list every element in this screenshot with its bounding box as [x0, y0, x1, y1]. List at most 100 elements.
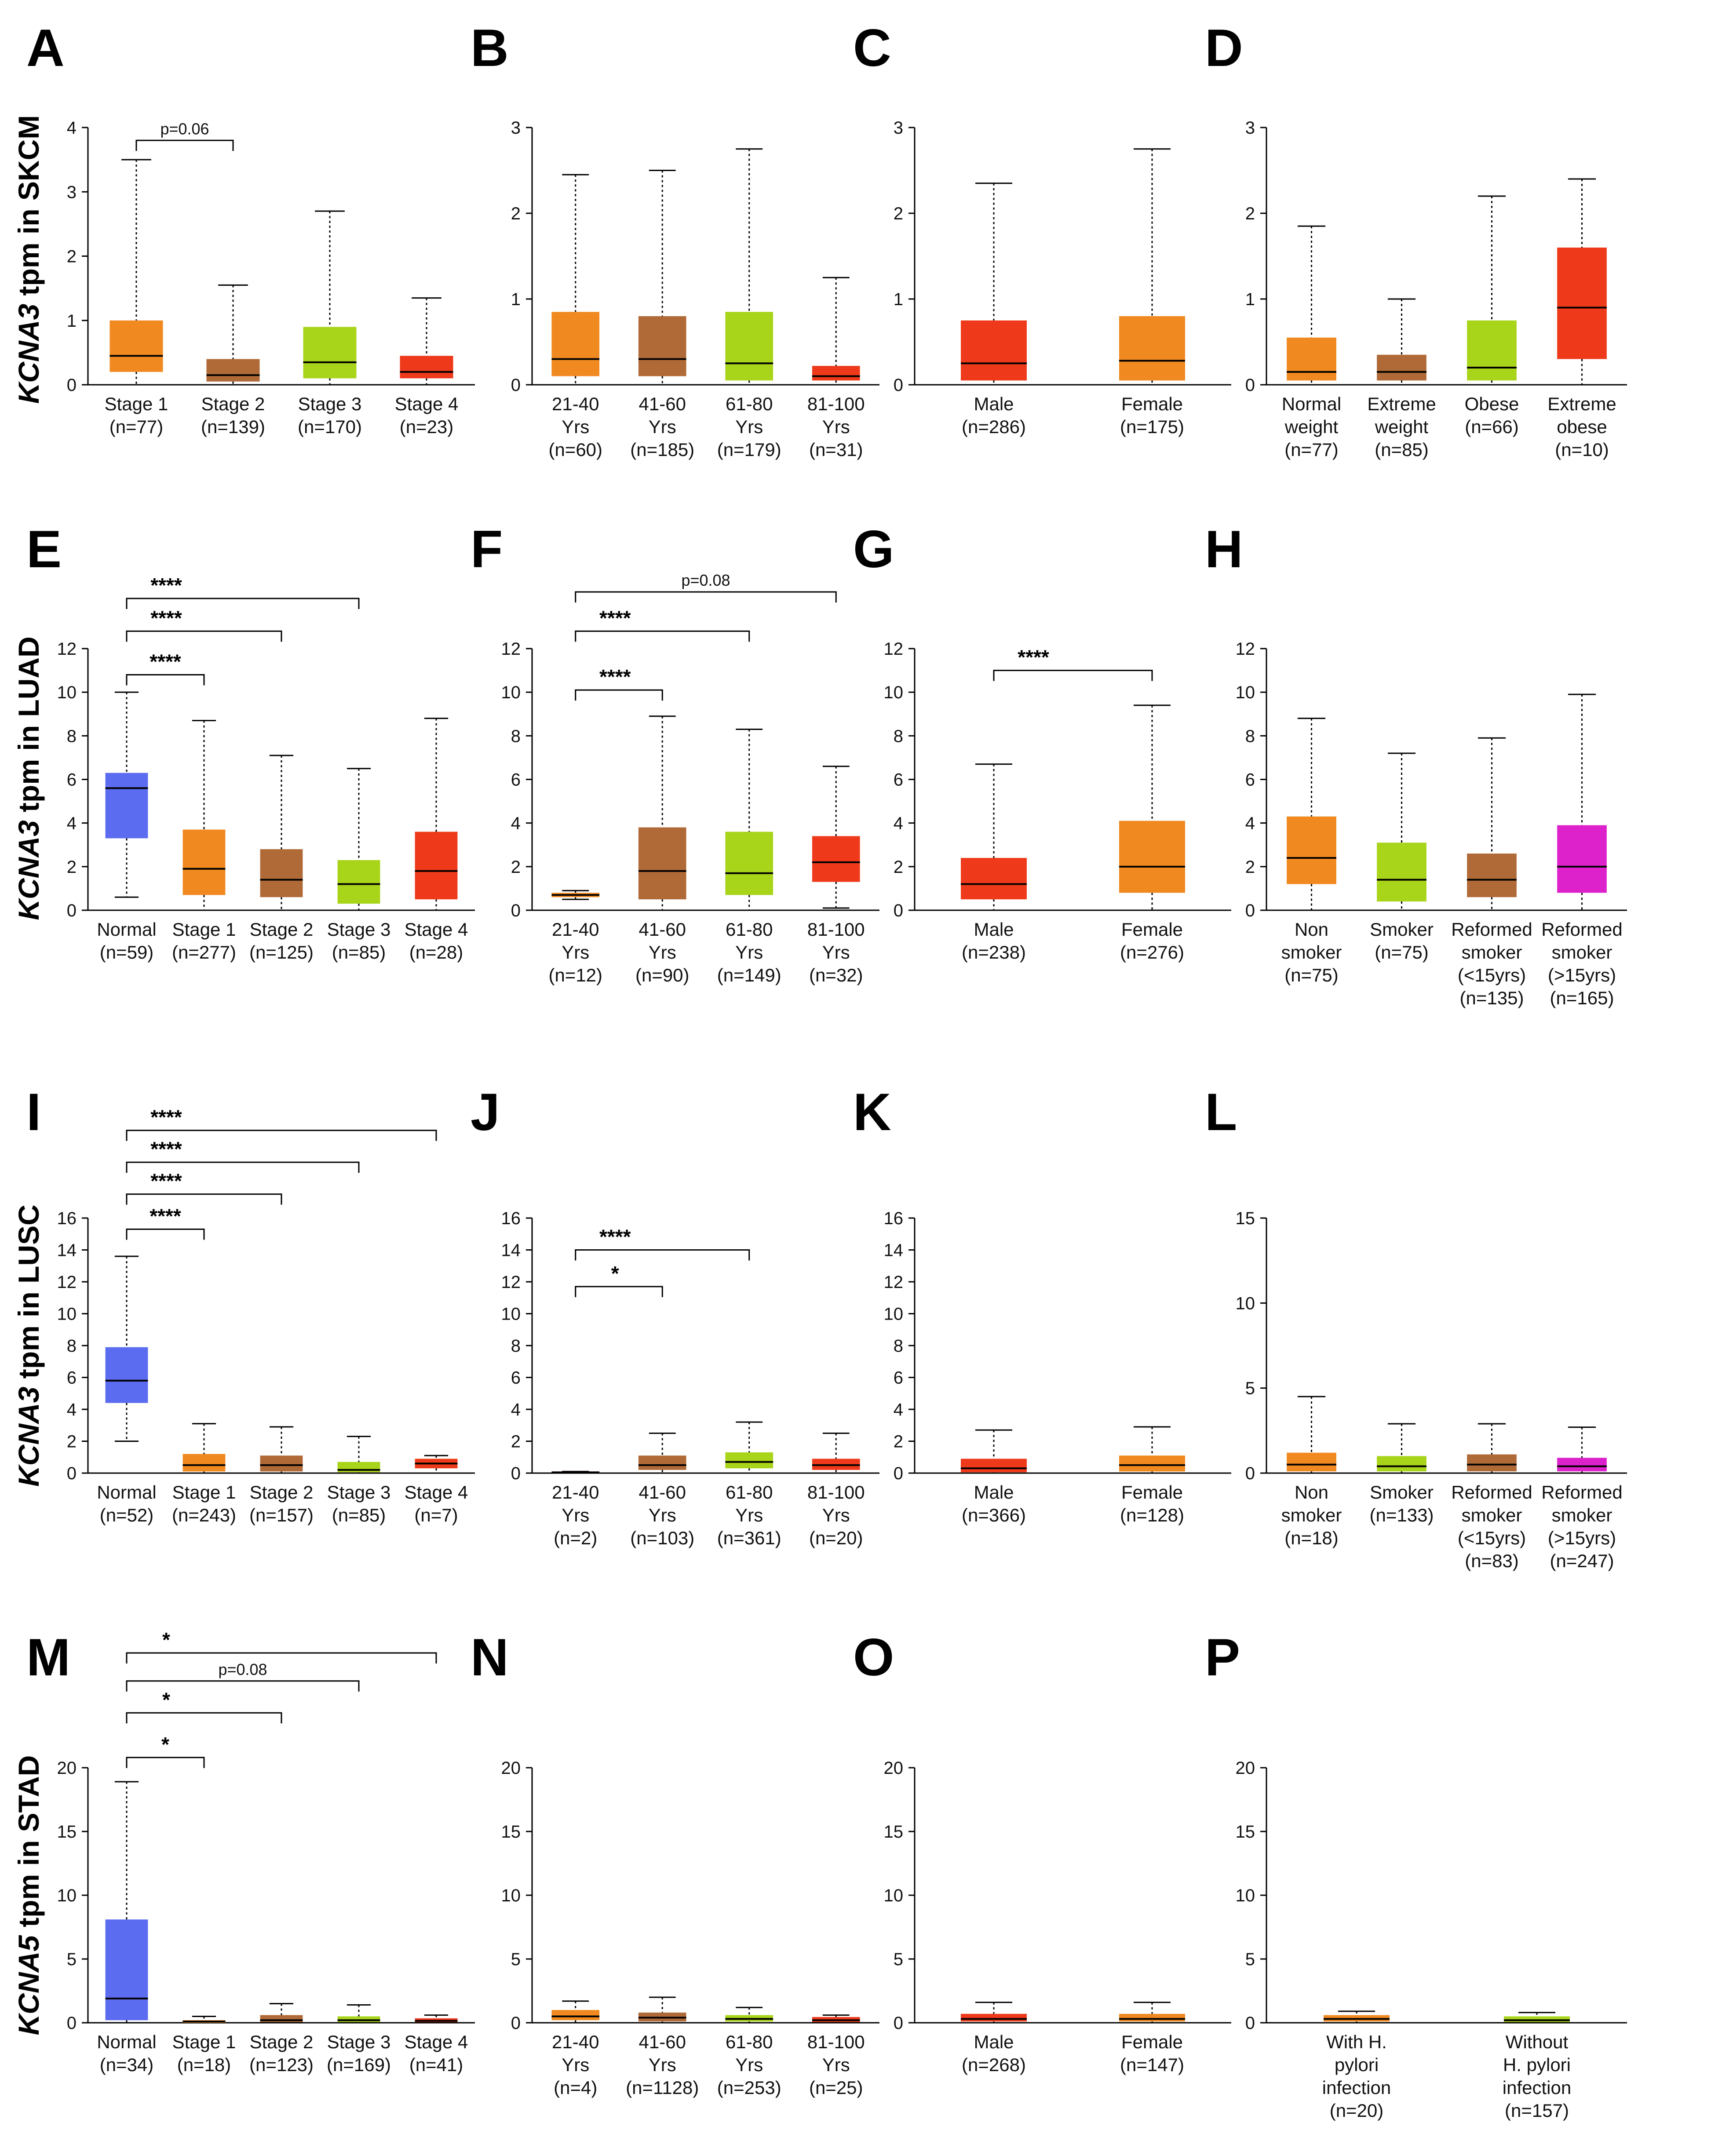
category-label: (n=133): [1370, 1505, 1434, 1525]
y-tick-label: 4: [894, 814, 903, 833]
y-tick-label: 12: [501, 1273, 521, 1292]
y-tick-label: 2: [511, 1432, 521, 1452]
panel-D: D0123Normalweight(n=77)Extremeweight(n=8…: [1205, 18, 1627, 460]
significance-label: ****: [150, 1170, 182, 1193]
y-tick-label: 5: [1245, 1950, 1255, 1969]
category-label: (n=18): [1284, 1528, 1339, 1548]
y-tick-label: 16: [57, 1209, 77, 1228]
category-label: Female: [1121, 394, 1183, 414]
y-tick-label: 14: [884, 1241, 904, 1260]
box: [1287, 1452, 1336, 1472]
y-tick-label: 15: [501, 1822, 521, 1842]
category-label: Obese: [1465, 394, 1519, 414]
box: [725, 312, 773, 381]
y-tick-label: 20: [884, 1758, 904, 1778]
category-label: Stage 1: [172, 919, 236, 940]
category-label: (n=366): [962, 1505, 1026, 1525]
box: [1119, 316, 1185, 381]
category-label: (n=90): [635, 965, 690, 985]
significance-label: ****: [150, 1106, 182, 1129]
y-tick-label: 5: [67, 1950, 77, 1969]
panel-E: E 0 2 4 6 8 10 12 Normal(n=59) Stage 1(n=277) Stag…: [26, 520, 475, 963]
y-tick-label: 0: [894, 2014, 903, 2033]
category-label: 21-40: [552, 919, 599, 940]
category-label: Male: [974, 2032, 1014, 2052]
panel-letter: H: [1205, 520, 1243, 579]
panel-C: C 0 1 2 3 Male(n=286) Female(n=175): [853, 18, 1231, 437]
box: [1287, 337, 1336, 381]
box: [206, 359, 260, 382]
box: [337, 2016, 380, 2022]
y-tick-label: 1: [511, 290, 521, 309]
category-label: Yrs: [822, 416, 850, 437]
category-label: Stage 1: [172, 2032, 236, 2052]
y-tick-label: 0: [511, 901, 521, 920]
category-label: Reformed: [1541, 919, 1622, 940]
category-label: 61-80: [726, 1482, 773, 1503]
category-label: (n=2): [554, 1528, 597, 1548]
category-label: (n=28): [409, 942, 463, 963]
category-label: Normal: [97, 1482, 156, 1503]
panel-O: O 0 5 10 15 20 Male(n=268) Female(n=147): [853, 1628, 1231, 2075]
panel-letter: P: [1205, 1628, 1240, 1687]
y-tick-label: 20: [501, 1758, 521, 1778]
category-label: (n=4): [554, 2077, 597, 2098]
y-tick-label: 3: [511, 118, 521, 138]
category-label: Stage 1: [105, 394, 168, 414]
y-tick-label: 3: [894, 118, 903, 138]
y-tick-label: 4: [894, 1400, 903, 1419]
y-tick-label: 16: [884, 1209, 904, 1228]
category-label: weight: [1284, 416, 1339, 437]
panel-letter: O: [853, 1628, 894, 1687]
y-tick-label: 10: [57, 683, 77, 702]
category-label: (n=238): [962, 942, 1026, 963]
category-label: (n=128): [1120, 1505, 1184, 1525]
category-label: (n=77): [1284, 439, 1339, 460]
y-tick-label: 10: [501, 683, 521, 702]
y-tick-label: 15: [1236, 1209, 1255, 1228]
category-label: 41-60: [639, 919, 686, 940]
category-label: Yrs: [735, 1505, 763, 1525]
significance-bracket: [126, 1712, 282, 1724]
box: [303, 327, 357, 379]
category-label: (<15yrs): [1458, 1528, 1526, 1548]
panel-letter: K: [853, 1083, 891, 1142]
box: [961, 858, 1027, 900]
y-tick-label: 2: [67, 247, 77, 266]
y-tick-label: 12: [1236, 639, 1255, 659]
category-label: (n=277): [172, 942, 236, 963]
y-tick-label: 2: [894, 857, 903, 877]
box: [1467, 854, 1517, 897]
y-tick-label: 0: [894, 1464, 903, 1483]
row-label: KCNA3 tpm in LUSC: [12, 1204, 45, 1487]
category-label: (n=59): [100, 942, 154, 963]
category-label: (n=253): [717, 2077, 781, 2098]
category-label: (n=147): [1120, 2054, 1184, 2075]
category-label: (n=247): [1550, 1550, 1614, 1571]
panel-letter: E: [26, 520, 62, 579]
category-label: Stage 2: [250, 1482, 314, 1503]
y-tick-label: 10: [57, 1886, 77, 1905]
category-label: Stage 4: [405, 1482, 468, 1503]
category-label: 61-80: [726, 2032, 773, 2052]
y-tick-label: 12: [57, 1273, 77, 1292]
category-label: (n=149): [717, 965, 781, 985]
y-tick-label: 2: [511, 204, 521, 223]
category-label: 81-100: [807, 1482, 865, 1503]
category-label: (n=135): [1460, 988, 1524, 1008]
panel-letter: D: [1205, 18, 1243, 77]
row-label-rest: tpm in STAD: [12, 1755, 45, 1935]
box: [109, 320, 163, 372]
y-tick-label: 15: [1236, 1822, 1255, 1842]
panel-G: G 0 2 4 6 8 10 12 Male(n=238) Female(n=276) ****: [853, 520, 1231, 963]
box: [1467, 320, 1517, 381]
category-label: (n=12): [548, 965, 602, 985]
category-label: smoker: [1552, 942, 1612, 963]
row-label: KCNA3 tpm in SKCM: [12, 115, 45, 404]
box: [1287, 816, 1336, 884]
y-tick-label: 3: [67, 182, 77, 202]
category-label: Female: [1121, 919, 1183, 940]
box: [1557, 825, 1607, 893]
panel-letter: J: [471, 1083, 500, 1142]
category-label: (n=7): [414, 1505, 458, 1525]
